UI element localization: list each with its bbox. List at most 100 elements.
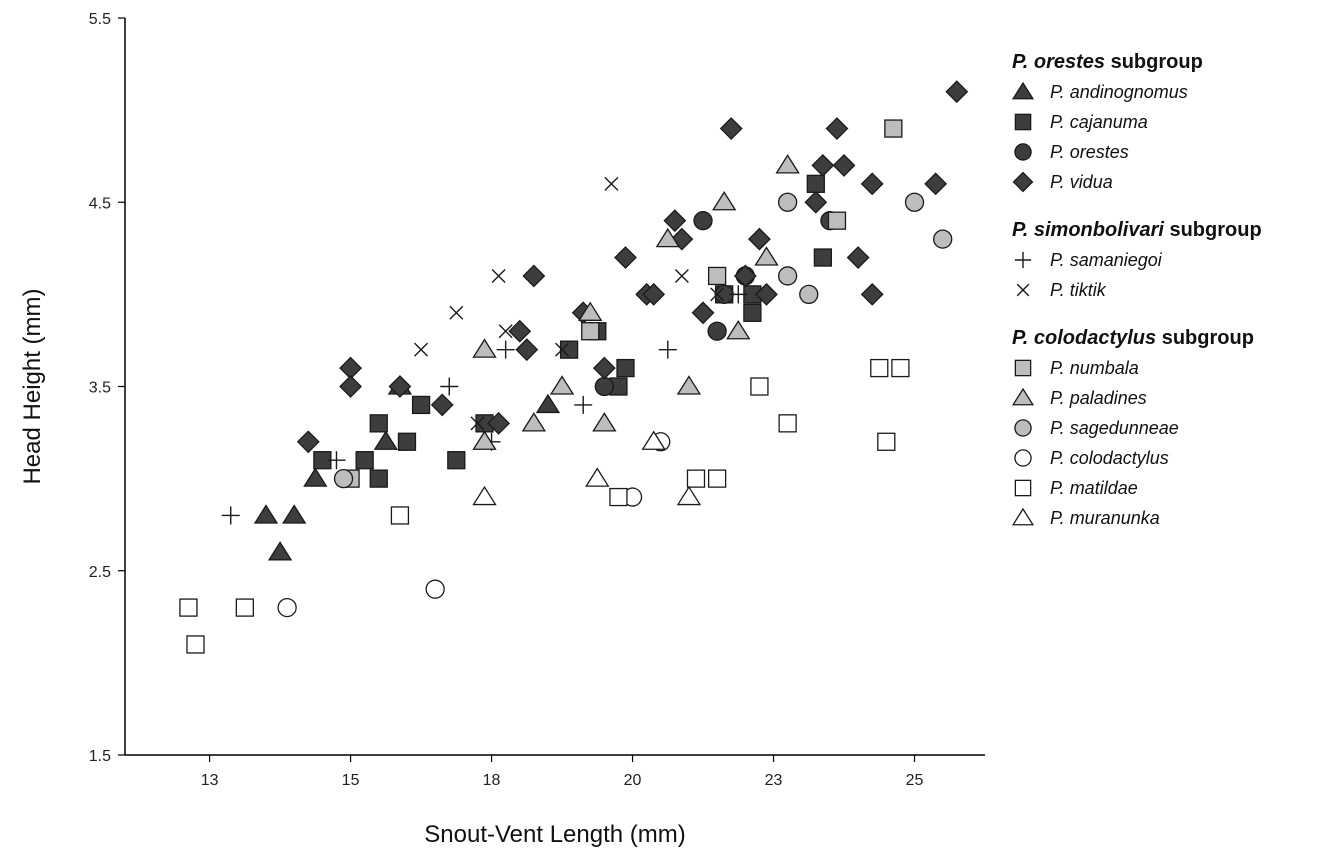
legend-marker xyxy=(1014,143,1032,161)
data-point xyxy=(691,301,715,325)
data-point xyxy=(707,321,727,341)
data-point xyxy=(945,80,969,104)
data-point xyxy=(663,209,687,233)
data-point xyxy=(655,227,680,248)
data-point xyxy=(804,190,828,214)
x-tick-label: 20 xyxy=(624,772,642,789)
data-point xyxy=(592,356,616,380)
data-point xyxy=(813,248,833,267)
data-point xyxy=(282,504,307,524)
data-point xyxy=(535,393,561,414)
legend-marker xyxy=(1011,507,1035,526)
x-tick-label: 18 xyxy=(483,772,501,789)
data-point xyxy=(430,393,454,417)
y-tick-label: 3.5 xyxy=(89,380,111,397)
series-p-paladines xyxy=(472,154,800,450)
legend-marker xyxy=(1014,113,1032,131)
data-point xyxy=(491,268,506,283)
data-point xyxy=(186,635,205,654)
data-point xyxy=(339,375,362,398)
series-p-tiktik xyxy=(414,176,725,431)
data-point xyxy=(674,268,689,283)
data-point xyxy=(355,451,374,470)
x-tick-label: 13 xyxy=(201,772,219,789)
legend-group-title: P. colodactylus subgroup xyxy=(1012,327,1254,349)
legend-marker xyxy=(1011,387,1035,406)
data-point xyxy=(388,375,412,398)
data-point xyxy=(676,485,702,506)
legend: P. orestes subgroup P. andinognomus P. caj… xyxy=(1011,51,1262,528)
series-p-sagedunneae xyxy=(333,192,953,489)
data-point xyxy=(578,301,603,321)
data-point xyxy=(846,246,870,269)
data-point xyxy=(924,172,948,196)
data-point xyxy=(414,342,429,357)
data-point xyxy=(440,377,459,396)
legend-group-title: P. orestes subgroup xyxy=(1012,51,1203,73)
data-point xyxy=(676,375,702,395)
data-point xyxy=(755,282,778,306)
data-point xyxy=(555,342,570,357)
data-point xyxy=(594,376,614,397)
data-point xyxy=(693,211,713,231)
data-point xyxy=(775,154,800,174)
data-point xyxy=(472,430,497,450)
data-point xyxy=(449,305,464,320)
x-tick-label: 25 xyxy=(906,772,924,789)
data-point xyxy=(777,192,798,212)
data-point xyxy=(860,172,884,196)
data-point xyxy=(179,598,198,617)
data-point xyxy=(515,338,539,362)
data-point xyxy=(472,338,497,358)
legend-label: P. paladines xyxy=(1050,388,1147,408)
data-point xyxy=(750,377,769,396)
data-point xyxy=(549,375,575,395)
data-point xyxy=(733,264,757,288)
data-point xyxy=(642,282,666,306)
data-point xyxy=(447,451,466,470)
series-p-vidua xyxy=(296,80,969,454)
data-points xyxy=(179,80,969,654)
data-point xyxy=(891,358,910,378)
legend-group-title: P. simonbolivari subgroup xyxy=(1012,219,1262,241)
data-point xyxy=(832,153,856,177)
legend-marker xyxy=(1014,419,1032,437)
legend-marker xyxy=(1014,359,1032,377)
data-point xyxy=(397,432,417,451)
data-point xyxy=(277,597,297,618)
data-point xyxy=(799,284,819,305)
legend-label: P. tiktik xyxy=(1050,280,1107,300)
legend-label: P. orestes xyxy=(1050,142,1129,162)
y-tick-label: 1.5 xyxy=(89,748,111,765)
data-point xyxy=(253,504,279,524)
data-point xyxy=(267,541,293,561)
legend-label: P. colodactylus xyxy=(1050,448,1169,468)
data-point xyxy=(333,468,354,489)
data-point xyxy=(777,266,798,286)
axes: 1.5 2.5 3.5 4.5 5.5 13 15 18 20 23 25 xyxy=(89,11,985,789)
data-point xyxy=(748,227,771,251)
series-p-muranunka xyxy=(472,430,702,506)
legend-marker xyxy=(1011,81,1035,100)
data-point xyxy=(369,469,388,488)
legend-marker xyxy=(1012,171,1034,193)
series-p-andinognomus xyxy=(253,375,561,561)
data-point xyxy=(411,395,431,415)
legend-marker xyxy=(1014,479,1032,497)
data-point xyxy=(707,266,727,286)
data-point xyxy=(933,229,953,249)
data-point xyxy=(470,416,485,431)
data-point xyxy=(825,117,849,140)
data-point xyxy=(707,469,727,488)
data-point xyxy=(710,287,725,302)
data-point xyxy=(235,598,254,617)
x-tick-label: 23 xyxy=(765,772,783,789)
data-point xyxy=(743,303,762,322)
y-tick-label: 2.5 xyxy=(89,564,111,581)
data-point xyxy=(327,451,346,470)
data-point xyxy=(729,285,748,304)
data-point xyxy=(658,340,677,359)
data-point xyxy=(712,191,737,211)
data-point xyxy=(860,282,884,306)
